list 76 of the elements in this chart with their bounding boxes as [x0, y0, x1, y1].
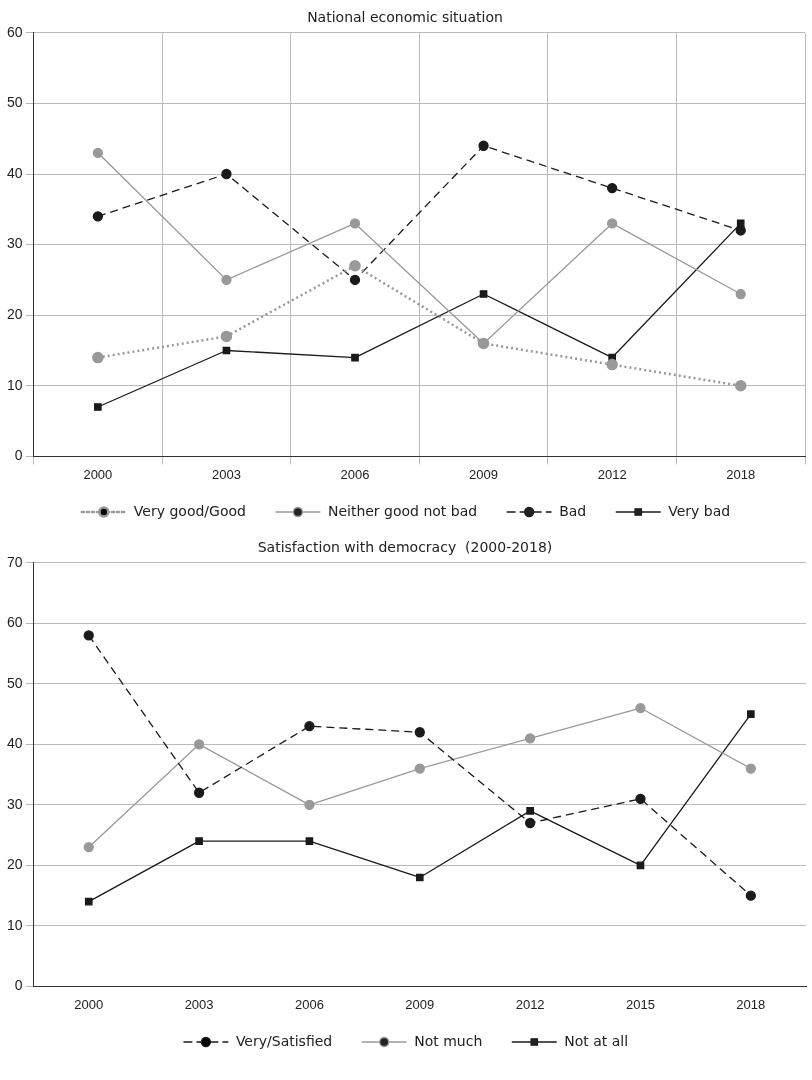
- point: [351, 353, 359, 362]
- chart-title: National economic situation: [307, 9, 503, 26]
- point: [479, 290, 488, 298]
- point: [734, 380, 747, 392]
- y-tick-label: 0: [14, 977, 23, 994]
- y-tick-label: 50: [6, 94, 23, 111]
- y-tick-label: 30: [6, 235, 23, 252]
- x-tick-label: 2018: [736, 996, 766, 1012]
- point: [220, 330, 233, 343]
- point: [735, 225, 746, 236]
- y-tick-label: 20: [6, 856, 23, 873]
- point: [304, 721, 315, 732]
- point: [83, 842, 94, 853]
- point: [94, 403, 102, 411]
- point: [606, 182, 618, 194]
- point: [195, 837, 203, 845]
- x-tick-label: 2003: [211, 466, 241, 482]
- legend-label: Very good/Good: [133, 502, 246, 519]
- legend-label: Not much: [414, 1032, 483, 1049]
- point: [745, 890, 756, 901]
- y-tick-label: 30: [6, 795, 23, 812]
- point: [735, 288, 746, 300]
- y-tick-label: 20: [6, 306, 23, 323]
- y-tick-label: 10: [6, 916, 23, 933]
- point: [83, 630, 94, 641]
- point: [304, 799, 315, 811]
- x-tick-label: 2015: [626, 996, 655, 1012]
- point: [349, 218, 361, 229]
- y-tick-label: 50: [6, 674, 23, 691]
- point: [745, 763, 756, 774]
- legend-label: Very/Satisfied: [235, 1032, 333, 1049]
- point: [747, 710, 755, 718]
- point: [415, 873, 424, 882]
- x-tick-label: 2012: [597, 466, 627, 482]
- x-tick-label: 2009: [469, 466, 499, 482]
- x-tick-label: 2012: [515, 996, 545, 1012]
- legend-label: Bad: [559, 502, 587, 519]
- x-tick-label: 2006: [294, 996, 324, 1012]
- point: [606, 358, 618, 371]
- y-tick-label: 0: [14, 447, 23, 464]
- x-tick-label: 2009: [405, 996, 435, 1012]
- point: [221, 168, 232, 180]
- point: [349, 260, 361, 272]
- point: [193, 739, 205, 750]
- point: [606, 218, 618, 229]
- y-tick-label: 60: [6, 23, 23, 40]
- x-tick-label: 2006: [340, 466, 370, 482]
- point: [635, 702, 646, 714]
- x-tick-label: 2000: [83, 466, 113, 482]
- y-tick-label: 60: [6, 614, 23, 631]
- legend-label: Very bad: [668, 502, 731, 519]
- legend-label: Not at all: [564, 1032, 629, 1049]
- point: [305, 837, 314, 845]
- y-tick-label: 40: [6, 735, 23, 752]
- point: [478, 140, 489, 151]
- point: [92, 147, 104, 158]
- point: [84, 897, 93, 906]
- point: [193, 787, 205, 798]
- x-tick-label: 2000: [74, 996, 104, 1012]
- x-tick-label: 2018: [726, 466, 756, 482]
- point: [414, 727, 425, 738]
- x-tick-label: 2003: [184, 996, 214, 1012]
- point: [635, 793, 646, 804]
- point: [92, 351, 104, 364]
- point: [524, 817, 536, 829]
- point: [221, 274, 232, 286]
- point: [414, 763, 425, 774]
- point: [524, 733, 536, 744]
- legend-label: Neither good not bad: [327, 502, 478, 519]
- y-tick-label: 40: [6, 164, 23, 181]
- chart-title: Satisfaction with democracy (2000-2018): [257, 539, 553, 556]
- point: [526, 807, 534, 815]
- point: [92, 211, 104, 222]
- point: [349, 274, 361, 286]
- y-tick-label: 10: [6, 376, 23, 393]
- y-tick-label: 70: [6, 553, 23, 570]
